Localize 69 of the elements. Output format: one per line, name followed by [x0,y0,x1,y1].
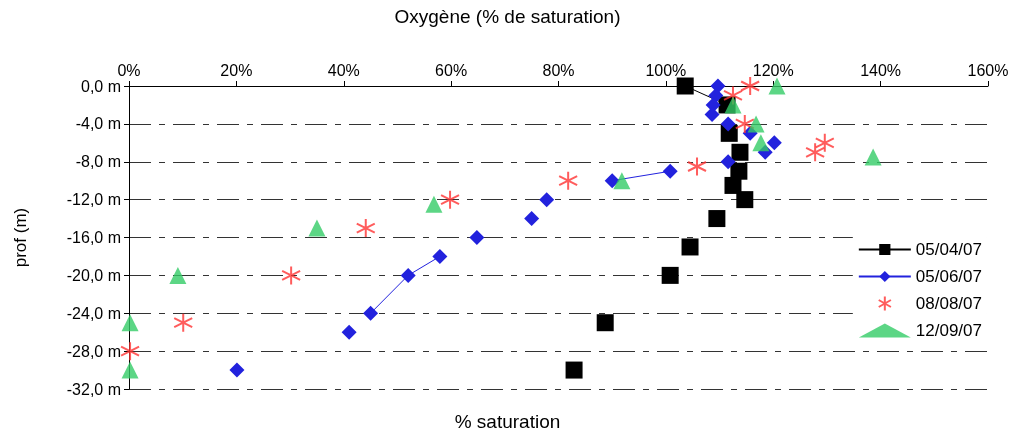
point [740,76,761,96]
point [524,211,540,227]
point [565,361,583,379]
point [169,266,187,284]
point [308,219,326,237]
point [734,113,755,134]
point [425,195,443,213]
point [708,210,726,228]
point [173,312,194,333]
x-tick-label: 100% [645,61,687,79]
point [120,341,141,362]
point [558,170,579,191]
y-tick-label: -32,0 m [66,380,121,398]
x-tick-label: 0% [117,61,141,79]
x-tick-label: 20% [220,61,253,79]
x-tick-label: 40% [327,61,360,79]
point [613,172,631,190]
point [661,266,679,284]
y-tick-label: 0,0 m [80,77,121,95]
point [469,230,485,245]
legend-label: 08/08/07 [915,294,983,313]
x-tick-label: 160% [967,61,1009,79]
point [662,163,678,179]
y-axis-title: prof (m) [11,207,30,268]
point [121,361,139,379]
point [731,143,749,161]
point [596,314,614,332]
point [363,305,379,321]
point [539,192,555,208]
x-tick-label: 140% [860,61,902,79]
legend-label: 05/04/07 [915,240,983,259]
point [432,248,448,264]
point [752,134,770,152]
point [736,191,754,209]
y-tick-label: -8,0 m [75,153,121,171]
point [676,77,694,95]
y-tick-label: -12,0 m [66,191,121,209]
legend-label: 12/09/07 [915,321,983,340]
point [681,238,699,256]
legend-label: 05/06/07 [915,267,983,286]
point [720,154,736,170]
point [355,218,376,239]
point [229,362,245,378]
point [687,156,708,177]
point [724,96,742,114]
y-tick-label: -16,0 m [66,229,121,246]
point [768,77,786,95]
point [121,314,139,332]
x-tick-label: 80% [542,61,575,79]
point [604,173,620,189]
point [724,176,742,194]
point [814,132,835,153]
point [440,189,461,210]
y-tick-label: -28,0 m [66,342,121,360]
point [766,135,782,151]
x-tick-label: 60% [435,61,468,79]
y-tick-label: -24,0 m [66,304,121,322]
x-tick-label: 120% [752,61,794,79]
point [341,324,357,340]
point [864,148,882,166]
chart-title: Oxygène (% de saturation) [394,6,621,27]
point [400,267,416,283]
x-axis-title: % saturation [454,411,561,432]
point [720,116,736,132]
y-tick-label: -4,0 m [75,115,121,133]
point [747,115,765,133]
point [805,142,826,163]
point [281,265,302,286]
y-tick-label: -20,0 m [66,266,121,284]
